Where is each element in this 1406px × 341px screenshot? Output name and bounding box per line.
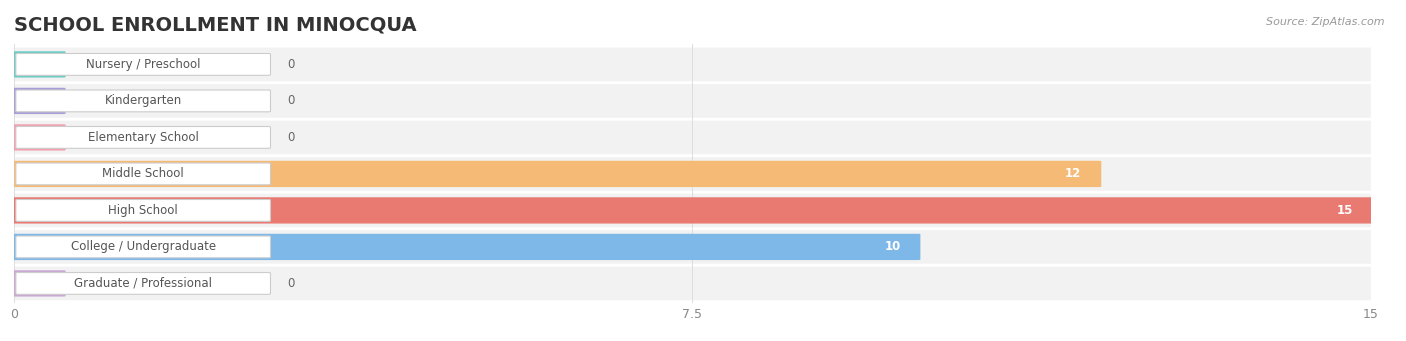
FancyBboxPatch shape xyxy=(13,51,66,77)
Text: 0: 0 xyxy=(287,58,294,71)
FancyBboxPatch shape xyxy=(15,163,270,185)
Text: 0: 0 xyxy=(287,277,294,290)
Text: High School: High School xyxy=(108,204,179,217)
Text: SCHOOL ENROLLMENT IN MINOCQUA: SCHOOL ENROLLMENT IN MINOCQUA xyxy=(14,15,416,34)
FancyBboxPatch shape xyxy=(13,88,66,114)
Text: Graduate / Professional: Graduate / Professional xyxy=(75,277,212,290)
Text: Kindergarten: Kindergarten xyxy=(104,94,181,107)
FancyBboxPatch shape xyxy=(13,197,1372,224)
FancyBboxPatch shape xyxy=(14,157,1371,191)
Text: College / Undergraduate: College / Undergraduate xyxy=(70,240,215,253)
FancyBboxPatch shape xyxy=(15,272,270,294)
FancyBboxPatch shape xyxy=(15,54,270,75)
Text: Source: ZipAtlas.com: Source: ZipAtlas.com xyxy=(1267,17,1385,27)
FancyBboxPatch shape xyxy=(13,234,921,260)
FancyBboxPatch shape xyxy=(13,161,1101,187)
Text: Nursery / Preschool: Nursery / Preschool xyxy=(86,58,201,71)
FancyBboxPatch shape xyxy=(14,84,1371,118)
FancyBboxPatch shape xyxy=(14,194,1371,227)
Text: 0: 0 xyxy=(287,131,294,144)
FancyBboxPatch shape xyxy=(13,270,66,297)
Text: 0: 0 xyxy=(287,94,294,107)
FancyBboxPatch shape xyxy=(15,127,270,148)
FancyBboxPatch shape xyxy=(14,230,1371,264)
Text: 15: 15 xyxy=(1336,204,1353,217)
Text: Elementary School: Elementary School xyxy=(87,131,198,144)
FancyBboxPatch shape xyxy=(15,90,270,112)
FancyBboxPatch shape xyxy=(15,199,270,221)
Text: 10: 10 xyxy=(884,240,900,253)
FancyBboxPatch shape xyxy=(13,124,66,150)
FancyBboxPatch shape xyxy=(14,267,1371,300)
FancyBboxPatch shape xyxy=(14,48,1371,81)
Text: 12: 12 xyxy=(1066,167,1081,180)
FancyBboxPatch shape xyxy=(14,121,1371,154)
Text: Middle School: Middle School xyxy=(103,167,184,180)
FancyBboxPatch shape xyxy=(15,236,270,258)
